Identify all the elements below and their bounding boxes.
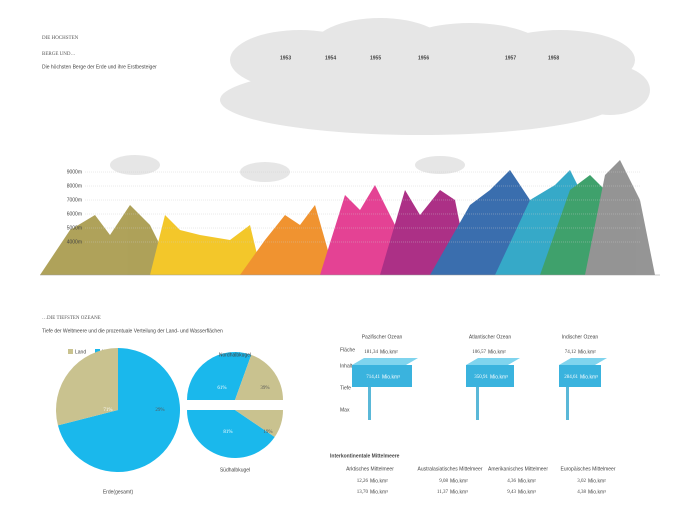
year-label: 1953 [280,55,291,61]
area-unit: Mio.km² [488,349,506,355]
row-label: Fläche [340,347,355,353]
year-label: 1958 [548,55,559,61]
clouds [110,18,650,182]
sea-volume: 13,70 [357,490,369,495]
seas-title: Interkontinentale Mittelmeere [330,453,400,459]
y-tick-label: 5000m [67,225,82,231]
support [476,385,479,420]
volume-unit: Mio.km³ [580,374,598,380]
volume-unit: Mio.km³ [518,489,536,495]
pie-slice [235,410,283,437]
ocean-area: 106,57 [472,350,486,355]
volume-unit: Mio.km³ [370,489,388,495]
sea-area: 9,08 [439,479,448,484]
ocean-area: 74,12 [565,350,577,355]
pie-label: 71% [103,408,112,413]
y-tick-label: 7000m [67,197,82,203]
volume-unit: Mio.km³ [450,489,468,495]
ocean-volume: 284,61 [564,375,578,380]
support [368,385,371,420]
legend-label: Land [75,349,86,355]
ocean-volume: 350,91 [474,375,488,380]
ocean-volume: 714,41 [366,375,380,380]
volume-unit: Mio.km³ [490,374,508,380]
y-tick-label: 4000m [67,239,82,245]
ocean-block [352,365,412,387]
pie-slice [56,348,118,426]
area-unit: Mio.km² [450,478,468,484]
year-label: 1956 [418,55,429,61]
pie-label: 39% [260,386,269,391]
ocean-block-top [352,358,418,365]
ocean-area: 181,34 [364,350,378,355]
year-label: 1954 [325,55,336,61]
pie-label: 19% [263,430,272,435]
row-label: Max [340,407,350,413]
volume-unit: Mio.km³ [588,489,606,495]
area-unit: Mio.km² [578,349,596,355]
area-unit: Mio.km² [518,478,536,484]
y-tick-label: 9000m [67,169,82,175]
title-line: DIE HOCHSTEN [42,36,79,41]
sea-name: Amerikanisches Mittelmeer [488,466,548,472]
ocean-block [559,365,601,387]
sea-area: 4,36 [507,479,516,484]
pie-slice [57,348,180,472]
sea-name: Australasiatisches Mittelmeer [417,466,482,472]
pie-label: 61% [217,386,226,391]
ocean-block-top [466,358,520,365]
sea-volume: 11,37 [437,490,449,495]
ocean-name: Indischer Ozean [562,334,599,340]
sea-area: 12,26 [357,479,369,484]
year-label: 1957 [505,55,516,61]
legend-swatch [68,349,73,354]
pie-title: Nordhalbkugel [219,352,251,358]
year-label: 1955 [370,55,381,61]
pie-slice [235,354,283,400]
ocean-block-top [559,358,607,365]
area-unit: Mio.km² [588,478,606,484]
sea-name: Europäisches Mittelmeer [560,466,615,472]
subtitle: Die höchsten Berge der Erde und ihre Ers… [42,64,157,70]
title-line: BERGE UND… [42,52,75,57]
section-title: …DIE TIEFSTEN OZEANE [42,316,101,321]
sea-area: 3,02 [577,479,586,484]
sea-volume: 4,38 [577,490,586,495]
ocean-name: Pazifischer Ozean [362,334,403,340]
support [566,385,569,420]
pie-label: 29% [155,408,164,413]
sea-name: Arktisches Mittelmeer [346,466,394,472]
y-tick-label: 6000m [67,211,82,217]
pie-slice [187,410,275,458]
pie-title: Südhalbkugel [220,467,250,473]
y-tick-label: 8000m [67,183,82,189]
pie-title: Erde(gesamt) [103,489,134,495]
area-unit: Mio.km² [380,349,398,355]
pie-label: 81% [223,430,232,435]
section-subtitle: Tiefe der Weltmeere und die prozentuale … [42,328,223,334]
pie-slice [187,352,252,400]
area-unit: Mio.km² [370,478,388,484]
ocean-block [466,365,514,387]
sea-volume: 9,43 [507,490,516,495]
volume-unit: Mio.km³ [382,374,400,380]
mountains [40,160,655,275]
ocean-name: Atlantischer Ozean [469,334,511,340]
row-label: Inhalt [340,363,353,369]
row-label: Tiefe [340,385,351,391]
